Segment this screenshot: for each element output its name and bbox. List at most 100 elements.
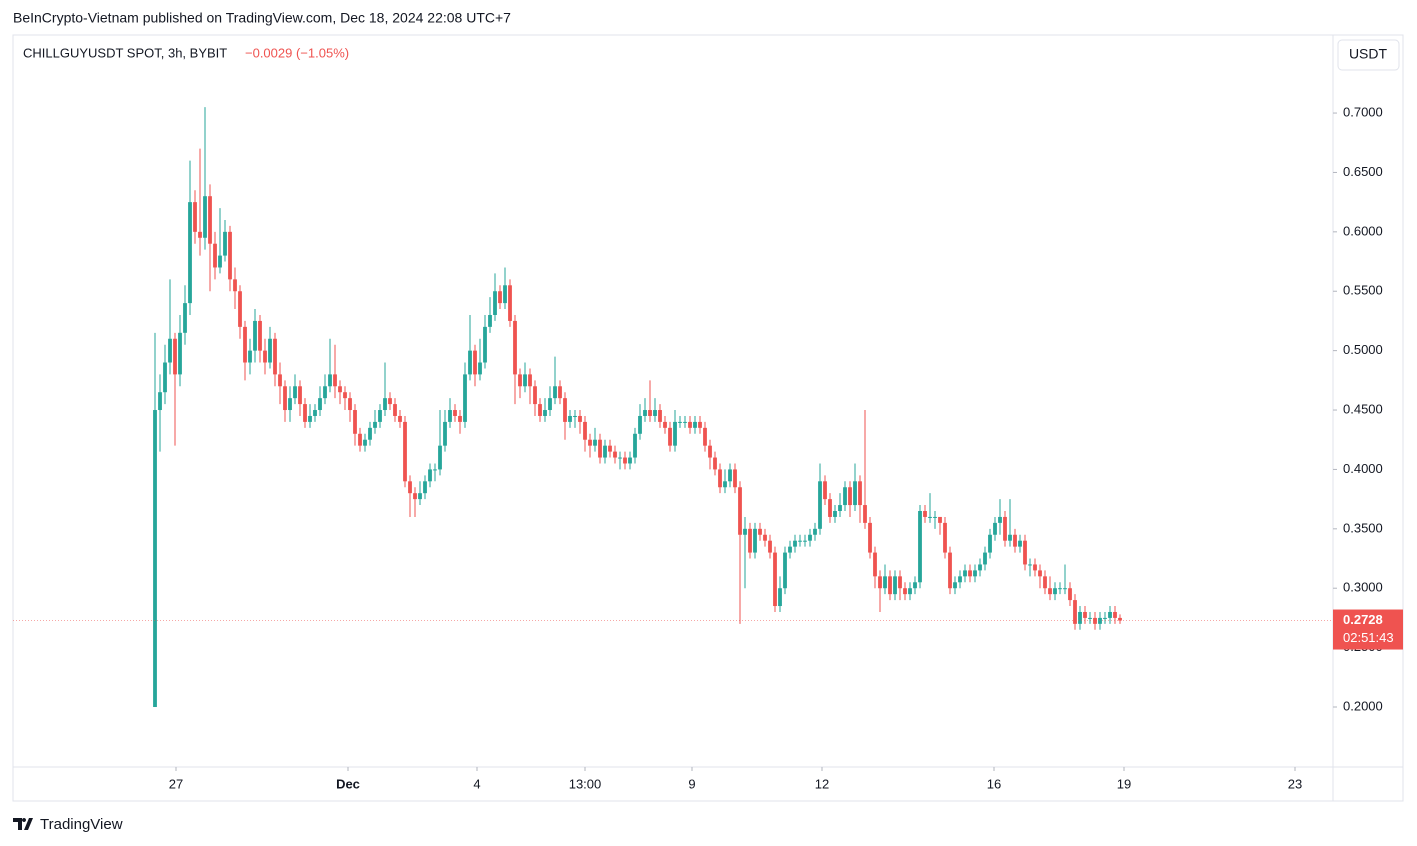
candle-body: [508, 285, 512, 321]
candle-body: [213, 243, 217, 268]
y-tick-label: 0.6000: [1343, 223, 1383, 238]
candle-body: [358, 433, 362, 446]
candle-body: [1083, 611, 1087, 618]
candle-body: [843, 487, 847, 506]
candle-body: [863, 505, 867, 523]
candle-body: [1093, 617, 1097, 624]
candle-body: [473, 350, 477, 375]
candle-body: [1008, 534, 1012, 541]
candle-body: [993, 522, 997, 535]
candle-body: [248, 350, 252, 363]
candle-body: [748, 528, 752, 553]
candle-body: [228, 231, 232, 280]
candle-body: [628, 457, 632, 464]
candle-body: [173, 338, 177, 375]
symbol-title: CHILLGUYUSDT SPOT, 3h, BYBIT: [23, 45, 227, 60]
candle-body: [928, 516, 932, 518]
candle-body: [343, 392, 347, 399]
candle-body: [518, 374, 522, 387]
candle-body: [1058, 588, 1062, 590]
x-tick-label: 12: [815, 776, 829, 791]
candle-body: [308, 415, 312, 422]
candle-body: [1028, 564, 1032, 566]
candle-body: [163, 362, 167, 393]
candle-body: [803, 540, 807, 542]
candle-body: [633, 433, 637, 458]
candle-body: [453, 410, 457, 416]
candle-body: [963, 570, 967, 577]
candle-body: [1098, 617, 1102, 624]
candle-body: [563, 398, 567, 422]
candle-body: [948, 552, 952, 589]
candle-body: [403, 421, 407, 482]
candle-body: [378, 410, 382, 422]
candle-body: [1053, 588, 1057, 595]
candle-body: [423, 481, 427, 494]
x-tick-label: 4: [473, 776, 480, 791]
candle-body: [878, 576, 882, 589]
candle-body: [998, 516, 1002, 523]
candle-body: [873, 552, 877, 577]
candle-body: [743, 528, 747, 535]
candle-body: [923, 511, 927, 517]
y-tick-label: 0.3500: [1343, 520, 1383, 535]
candle-body: [283, 386, 287, 411]
candle-body: [1103, 617, 1107, 619]
candle-body: [293, 386, 297, 399]
candle-body: [683, 421, 687, 423]
candle-body: [788, 546, 792, 553]
candle-body: [1023, 540, 1027, 565]
candle-body: [658, 410, 662, 422]
x-tick-label: 19: [1117, 776, 1131, 791]
y-tick-label: 0.7000: [1343, 104, 1383, 119]
candle-body: [828, 499, 832, 517]
candle-body: [938, 516, 942, 523]
candle-body: [708, 445, 712, 458]
candle-body: [668, 427, 672, 446]
candle-body: [233, 279, 237, 292]
x-tick-label: 23: [1288, 776, 1302, 791]
candle-body: [723, 481, 727, 488]
candle-body: [218, 255, 222, 268]
candle-body: [1073, 600, 1077, 624]
candle-body: [988, 534, 992, 553]
candle-body: [673, 421, 677, 446]
candle-body: [728, 469, 732, 482]
candle-body: [1043, 576, 1047, 589]
candle-body: [273, 338, 277, 375]
candle-body: [393, 404, 397, 416]
x-tick-label: 13:00: [569, 776, 602, 791]
candle-body: [823, 481, 827, 500]
candle-body: [253, 320, 257, 351]
y-tick-label: 0.4000: [1343, 461, 1383, 476]
candle-body: [1118, 617, 1122, 621]
candle-body: [448, 410, 452, 422]
candle-body: [733, 469, 737, 488]
candle-body: [583, 421, 587, 440]
candle-body: [338, 386, 342, 393]
candle-body: [368, 427, 372, 440]
candle-body: [1033, 564, 1037, 571]
candle-body: [903, 588, 907, 595]
candle-body: [778, 588, 782, 607]
candle-body: [893, 576, 897, 595]
currency-button[interactable]: [1337, 39, 1400, 71]
candle-body: [593, 439, 597, 446]
last-price-label: 0.2728: [1343, 612, 1383, 627]
currency-label[interactable]: USDT: [1349, 46, 1388, 62]
candle-body: [188, 202, 192, 304]
candle-body: [978, 564, 982, 571]
candle-body: [1003, 516, 1007, 541]
candle-body: [1018, 540, 1022, 547]
y-tick-label: 0.2000: [1343, 698, 1383, 713]
candle-body: [223, 231, 227, 256]
candle-body: [688, 421, 692, 428]
candle-body: [1068, 588, 1072, 601]
countdown-label: 02:51:43: [1343, 630, 1394, 645]
candle-body: [573, 415, 577, 417]
candle-body: [868, 522, 872, 553]
x-tick-label: 9: [688, 776, 695, 791]
candle-body: [858, 481, 862, 506]
candle-body: [413, 493, 417, 500]
candle-body: [1088, 617, 1092, 619]
